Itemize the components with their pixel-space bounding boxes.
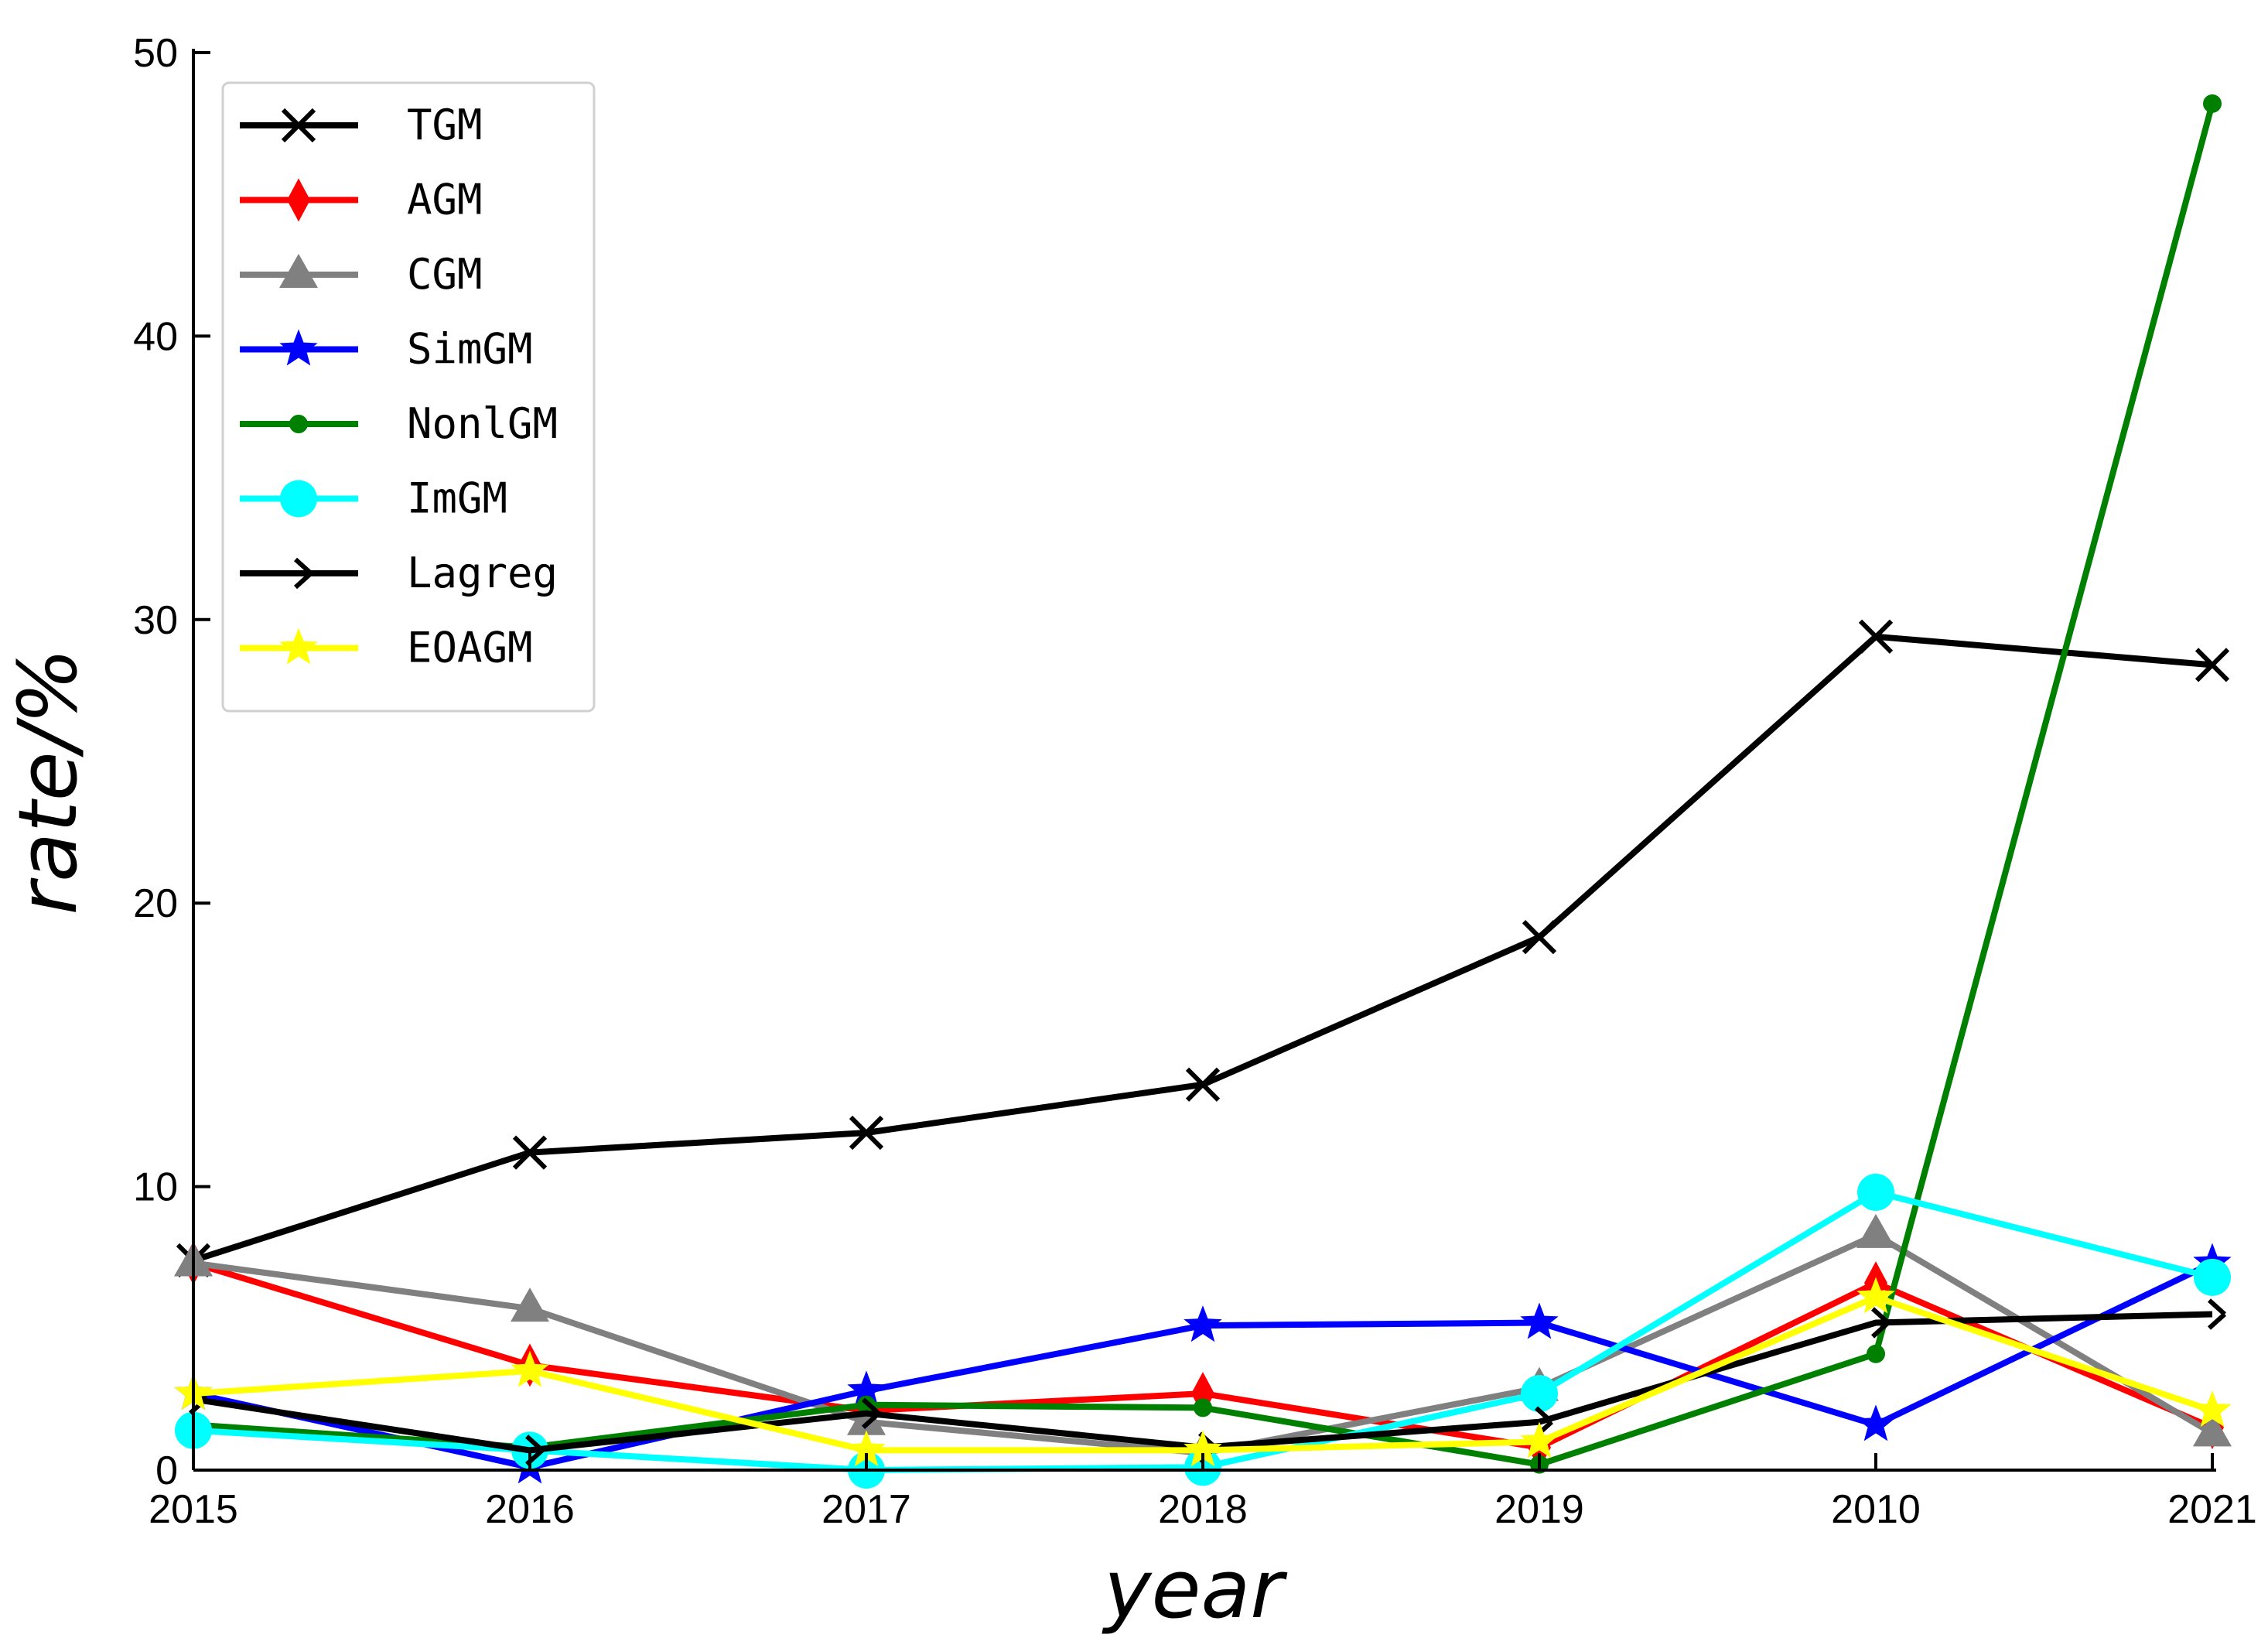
- data-point-cgm: [511, 1287, 549, 1322]
- data-point-eoagm: [2193, 1390, 2232, 1428]
- data-point-tgm: [1185, 1067, 1221, 1102]
- legend-entry-nonlgm: NonlGM: [240, 399, 558, 448]
- data-point-tgm: [1522, 920, 1557, 955]
- legend-entry-imgm: ImGM: [240, 474, 507, 523]
- x-stroke: [512, 1135, 548, 1170]
- marker-stroke: [293, 571, 313, 590]
- data-point-eoagm: [1184, 1430, 1222, 1467]
- marker-stroke: [1870, 1307, 1891, 1325]
- legend-label: CGM: [407, 250, 483, 299]
- data-point-tgm: [1858, 619, 1894, 654]
- marker-stroke: [861, 1397, 881, 1415]
- legend-label: EOAGM: [407, 624, 533, 672]
- y-tick-label: 20: [133, 881, 178, 926]
- data-point-lagreg: [2207, 1298, 2227, 1330]
- legend-marker: [289, 415, 308, 433]
- data-point-nonlgm: [2203, 94, 2222, 113]
- legend-marker: [279, 329, 318, 366]
- marker-stroke: [2207, 1298, 2227, 1316]
- x-tick-label: 2015: [149, 1487, 238, 1532]
- legend-label: Lagreg: [407, 549, 558, 597]
- data-point-tgm: [849, 1115, 884, 1151]
- legend-entry-lagreg: Lagreg: [240, 549, 558, 597]
- legend-marker: [293, 557, 313, 590]
- data-point-tgm: [512, 1135, 548, 1170]
- x-stroke: [2195, 648, 2230, 682]
- legend-marker: [279, 628, 318, 665]
- data-point-imgm: [1521, 1375, 1558, 1413]
- y-tick-label: 30: [133, 598, 178, 643]
- marker-stroke: [293, 557, 313, 576]
- y-axis-title: rate/%: [1, 648, 95, 915]
- x-tick-label: 2017: [821, 1487, 911, 1532]
- data-point-lagreg: [1870, 1307, 1891, 1339]
- x-stroke: [281, 108, 316, 143]
- x-tick-label: 2018: [1158, 1487, 1248, 1532]
- x-axis-title: year: [1102, 1542, 1288, 1636]
- data-point-simgm: [1184, 1305, 1222, 1342]
- legend-marker: [287, 178, 310, 222]
- x-stroke: [849, 1115, 884, 1151]
- legend-entry-agm: AGM: [240, 176, 483, 224]
- data-point-simgm: [1520, 1302, 1559, 1339]
- data-point-tgm: [2195, 648, 2230, 682]
- legend-marker: [279, 254, 318, 288]
- data-point-simgm: [1856, 1404, 1895, 1441]
- x-tick-label: 2016: [485, 1487, 575, 1532]
- x-stroke: [1522, 920, 1557, 955]
- legend-entry-cgm: CGM: [240, 250, 483, 299]
- legend-entry-eoagm: EOAGM: [240, 624, 533, 672]
- x-tick-label: 2019: [1494, 1487, 1584, 1532]
- axes: 0 10 20 30 40 50 2015 2016 2017 2018 2019 2010 2021: [133, 31, 2257, 1532]
- data-point-cgm: [847, 1400, 886, 1435]
- legend-marker: [281, 108, 316, 143]
- legend-label: TGM: [407, 101, 483, 149]
- y-tick-label: 10: [133, 1165, 178, 1210]
- marker-stroke: [524, 1435, 545, 1452]
- y-tick-label: 50: [133, 31, 178, 76]
- legend-marker: [280, 480, 317, 518]
- data-point-lagreg: [861, 1397, 881, 1429]
- x-tick-label: 2021: [2167, 1487, 2257, 1532]
- data-point-eoagm: [1520, 1421, 1559, 1458]
- legend-entry-simgm: SimGM: [240, 325, 533, 374]
- marker-stroke: [1534, 1406, 1554, 1424]
- legend-entry-tgm: TGM: [240, 101, 483, 149]
- data-point-imgm: [1857, 1173, 1894, 1211]
- marker-stroke: [2207, 1312, 2227, 1330]
- x-stroke: [1858, 619, 1894, 654]
- legend-label: NonlGM: [407, 399, 558, 448]
- y-tick-label: 0: [155, 1448, 178, 1493]
- data-point-eoagm: [1856, 1277, 1895, 1314]
- data-point-simgm: [847, 1370, 886, 1407]
- data-point-cgm: [2193, 1412, 2232, 1447]
- legend: TGM AGM CGM SimGM NonlGM ImGM Lagreg EOAGM: [221, 81, 596, 713]
- legend-label: ImGM: [407, 474, 507, 523]
- data-point-eoagm: [511, 1350, 549, 1387]
- x-tick-label: 2010: [1831, 1487, 1921, 1532]
- legend-label: SimGM: [407, 325, 533, 374]
- marker-stroke: [861, 1411, 881, 1429]
- data-point-nonlgm: [1194, 1398, 1212, 1417]
- legend-label: AGM: [407, 176, 483, 224]
- y-tick-label: 40: [133, 314, 178, 359]
- data-point-eoagm: [847, 1430, 886, 1467]
- data-point-imgm: [2194, 1258, 2231, 1296]
- data-point-cgm: [1856, 1213, 1895, 1248]
- marker-stroke: [1870, 1321, 1891, 1339]
- data-point-nonlgm: [1867, 1344, 1885, 1363]
- x-stroke: [1185, 1067, 1221, 1102]
- legend-box: [221, 81, 596, 713]
